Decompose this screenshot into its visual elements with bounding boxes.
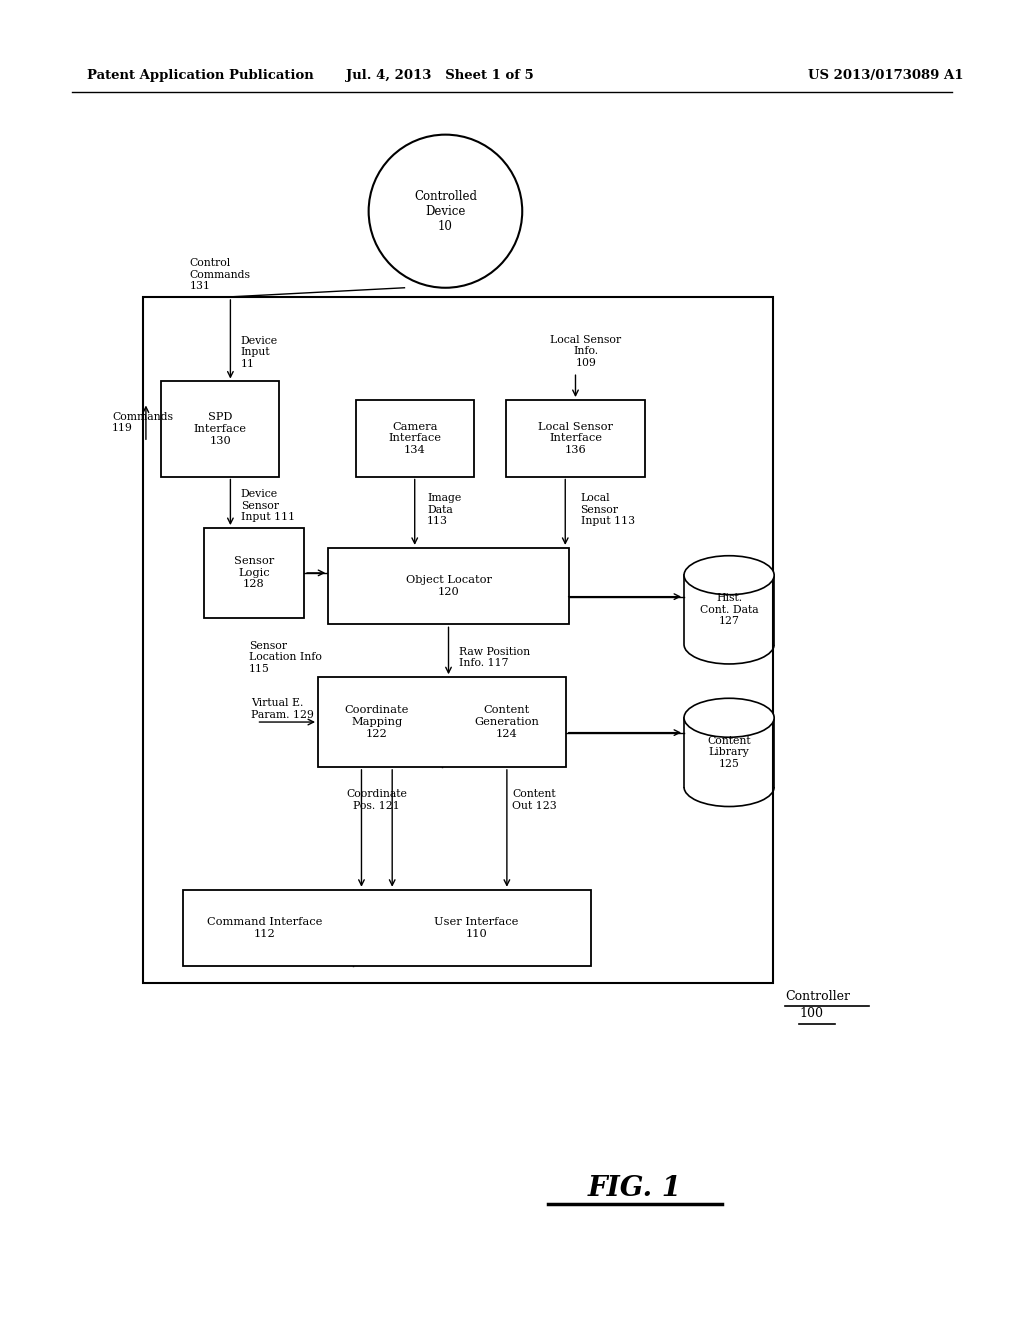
Text: User Interface
110: User Interface 110 [434, 917, 518, 939]
Text: Image
Data
113: Image Data 113 [427, 492, 461, 527]
Text: Coordinate
Pos. 121: Coordinate Pos. 121 [346, 789, 408, 810]
Ellipse shape [369, 135, 522, 288]
FancyBboxPatch shape [143, 297, 773, 983]
Text: Local
Sensor
Input 113: Local Sensor Input 113 [581, 492, 635, 527]
Text: Object Locator
120: Object Locator 120 [406, 576, 492, 597]
FancyBboxPatch shape [183, 890, 592, 966]
Text: Local Sensor
Interface
136: Local Sensor Interface 136 [538, 421, 613, 455]
FancyBboxPatch shape [162, 381, 279, 477]
Text: Content
Generation
124: Content Generation 124 [474, 705, 540, 739]
Text: Virtual E.
Param. 129: Virtual E. Param. 129 [252, 698, 314, 719]
Text: Sensor
Location Info
115: Sensor Location Info 115 [249, 640, 322, 675]
Text: US 2013/0173089 A1: US 2013/0173089 A1 [808, 69, 964, 82]
Text: Commands
119: Commands 119 [113, 412, 173, 433]
Text: Raw Position
Info. 117: Raw Position Info. 117 [459, 647, 529, 668]
Text: Controlled
Device
10: Controlled Device 10 [414, 190, 477, 232]
Text: Jul. 4, 2013   Sheet 1 of 5: Jul. 4, 2013 Sheet 1 of 5 [346, 69, 535, 82]
Text: Controller: Controller [785, 990, 850, 1003]
Text: SPD
Interface
130: SPD Interface 130 [194, 412, 247, 446]
Text: Sensor
Logic
128: Sensor Logic 128 [233, 556, 274, 590]
Text: Coordinate
Mapping
122: Coordinate Mapping 122 [345, 705, 409, 739]
Ellipse shape [684, 698, 774, 738]
Text: Control
Commands
131: Control Commands 131 [189, 257, 251, 292]
Text: Device
Sensor
Input 111: Device Sensor Input 111 [241, 488, 295, 523]
Text: Local Sensor
Info.
109: Local Sensor Info. 109 [550, 334, 622, 368]
Text: Content
Out 123: Content Out 123 [512, 789, 557, 810]
Text: Command Interface
112: Command Interface 112 [207, 917, 322, 939]
Text: Device
Input
11: Device Input 11 [241, 335, 278, 370]
Text: Hist.
Cont. Data
127: Hist. Cont. Data 127 [699, 593, 759, 627]
Ellipse shape [684, 556, 774, 595]
FancyBboxPatch shape [507, 400, 645, 477]
FancyBboxPatch shape [317, 677, 565, 767]
Text: 100: 100 [799, 1007, 823, 1020]
Text: FIG. 1: FIG. 1 [588, 1175, 682, 1201]
FancyBboxPatch shape [328, 548, 569, 624]
Text: Content
Library
125: Content Library 125 [708, 735, 751, 770]
FancyBboxPatch shape [204, 528, 304, 618]
FancyBboxPatch shape [356, 400, 473, 477]
Text: Patent Application Publication: Patent Application Publication [87, 69, 313, 82]
Text: Camera
Interface
134: Camera Interface 134 [388, 421, 441, 455]
